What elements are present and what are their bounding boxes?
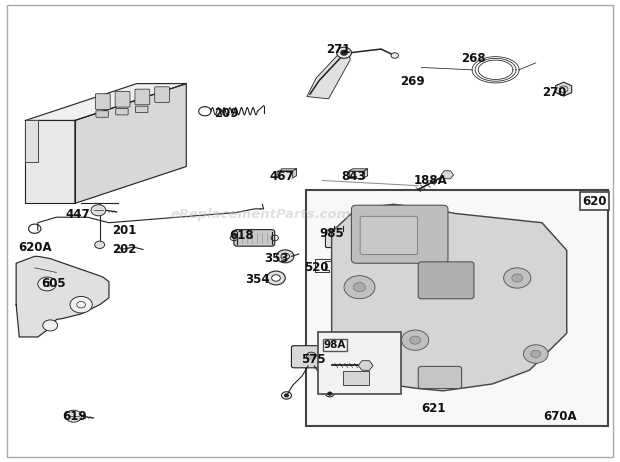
FancyBboxPatch shape [95, 94, 110, 109]
Polygon shape [349, 169, 368, 171]
Text: 619: 619 [63, 410, 87, 423]
Text: 467: 467 [270, 170, 294, 183]
Text: 98A: 98A [324, 340, 346, 350]
Circle shape [410, 336, 420, 344]
FancyBboxPatch shape [291, 346, 331, 368]
FancyBboxPatch shape [96, 111, 108, 117]
Polygon shape [364, 169, 368, 178]
Polygon shape [315, 259, 332, 273]
Text: 605: 605 [41, 278, 66, 291]
Text: 447: 447 [66, 208, 91, 221]
Text: 209: 209 [215, 107, 239, 120]
FancyBboxPatch shape [306, 189, 608, 426]
Circle shape [391, 53, 399, 58]
Circle shape [344, 276, 375, 299]
Circle shape [337, 47, 352, 58]
FancyBboxPatch shape [418, 262, 474, 299]
Polygon shape [75, 84, 186, 203]
Polygon shape [307, 54, 350, 99]
Circle shape [353, 283, 366, 292]
Text: 620A: 620A [18, 241, 51, 254]
Text: 620: 620 [582, 195, 607, 207]
Circle shape [95, 241, 105, 249]
Text: 353: 353 [264, 252, 288, 265]
Circle shape [523, 345, 548, 363]
Circle shape [531, 350, 541, 358]
FancyBboxPatch shape [360, 216, 418, 255]
Text: 354: 354 [245, 273, 270, 286]
FancyBboxPatch shape [352, 205, 448, 263]
Text: 618: 618 [229, 229, 254, 242]
FancyBboxPatch shape [136, 106, 148, 113]
Polygon shape [25, 121, 75, 203]
Polygon shape [293, 169, 296, 178]
Circle shape [503, 268, 531, 288]
Text: 843: 843 [341, 170, 366, 183]
Text: 188A: 188A [414, 174, 448, 187]
Text: 670A: 670A [544, 410, 577, 423]
FancyBboxPatch shape [326, 230, 352, 248]
Polygon shape [16, 256, 109, 337]
Text: 202: 202 [112, 243, 136, 256]
Text: 270: 270 [542, 86, 567, 99]
Circle shape [70, 297, 92, 313]
Text: eReplacementParts.com: eReplacementParts.com [170, 208, 351, 221]
Circle shape [306, 352, 316, 359]
Text: 621: 621 [422, 402, 446, 415]
Polygon shape [278, 171, 293, 178]
Polygon shape [349, 171, 364, 178]
FancyBboxPatch shape [116, 109, 128, 115]
Circle shape [285, 394, 288, 397]
Text: 985: 985 [319, 227, 344, 240]
Circle shape [272, 275, 280, 281]
Circle shape [341, 50, 347, 55]
Circle shape [91, 205, 106, 216]
Circle shape [402, 330, 429, 350]
Text: 269: 269 [400, 75, 424, 88]
Polygon shape [278, 169, 296, 171]
FancyBboxPatch shape [343, 371, 369, 385]
Circle shape [277, 250, 294, 263]
FancyBboxPatch shape [234, 230, 275, 246]
Circle shape [512, 274, 523, 282]
Text: 271: 271 [326, 43, 350, 55]
Circle shape [267, 271, 285, 285]
FancyBboxPatch shape [155, 87, 170, 103]
FancyBboxPatch shape [135, 89, 150, 105]
FancyBboxPatch shape [309, 355, 314, 360]
Circle shape [328, 392, 332, 395]
Polygon shape [25, 84, 186, 121]
FancyBboxPatch shape [318, 332, 401, 394]
Circle shape [38, 277, 56, 291]
Text: 201: 201 [112, 225, 136, 237]
FancyBboxPatch shape [115, 91, 130, 107]
Circle shape [43, 320, 58, 331]
FancyBboxPatch shape [418, 366, 461, 389]
Polygon shape [332, 204, 567, 391]
Polygon shape [25, 121, 38, 162]
Text: 575: 575 [301, 353, 326, 366]
Text: 268: 268 [462, 52, 486, 65]
Circle shape [66, 410, 82, 422]
Text: 520: 520 [304, 261, 329, 274]
